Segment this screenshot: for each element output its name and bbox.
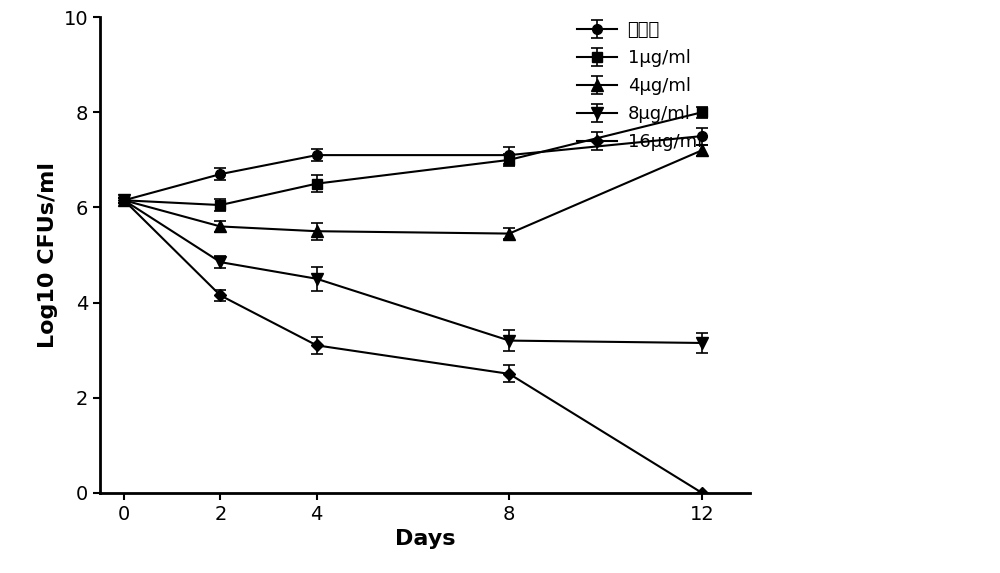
X-axis label: Days: Days	[395, 529, 455, 549]
Y-axis label: Log10 CFUs/ml: Log10 CFUs/ml	[38, 162, 58, 348]
Legend: 对照组, 1μg/ml, 4μg/ml, 8μg/ml, 16μg/ml: 对照组, 1μg/ml, 4μg/ml, 8μg/ml, 16μg/ml	[577, 21, 702, 151]
